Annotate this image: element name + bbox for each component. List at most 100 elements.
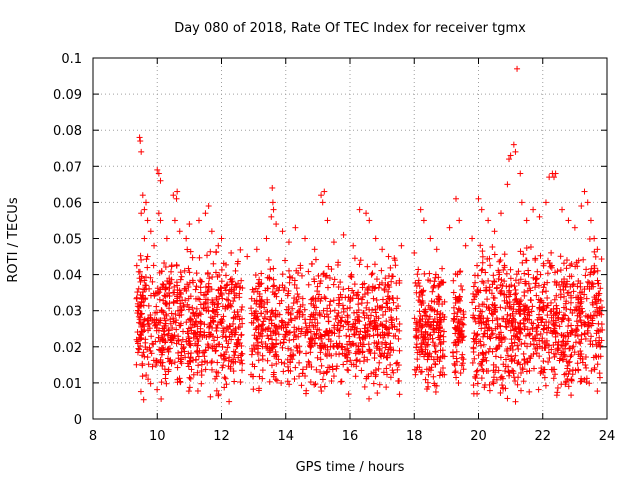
data-point	[536, 353, 543, 360]
data-point	[583, 364, 590, 371]
data-point	[384, 350, 391, 357]
data-point	[192, 329, 199, 336]
data-point	[135, 307, 142, 314]
data-point	[137, 291, 144, 298]
data-point	[133, 262, 140, 269]
data-point	[193, 305, 200, 312]
data-point	[214, 273, 221, 280]
data-point	[363, 210, 370, 217]
data-point	[334, 322, 341, 329]
data-point	[158, 308, 165, 315]
data-point	[428, 306, 435, 313]
data-point	[144, 354, 151, 361]
data-point	[422, 376, 429, 383]
data-point	[568, 322, 575, 329]
data-point	[459, 286, 466, 293]
data-point	[460, 308, 467, 315]
data-point	[395, 378, 402, 385]
data-point	[499, 315, 506, 322]
data-point	[231, 352, 238, 359]
data-point	[227, 323, 234, 330]
data-point	[205, 280, 212, 287]
data-point	[192, 340, 199, 347]
data-point	[396, 391, 403, 398]
data-point	[134, 303, 141, 310]
data-point	[259, 343, 266, 350]
data-point	[571, 224, 578, 231]
data-point	[317, 369, 324, 376]
data-point	[291, 375, 298, 382]
data-point	[178, 291, 185, 298]
data-point	[293, 343, 300, 350]
data-point	[312, 335, 319, 342]
data-point	[319, 199, 326, 206]
data-point	[421, 270, 428, 277]
data-point	[305, 268, 312, 275]
data-point	[223, 282, 230, 289]
data-point	[201, 358, 208, 365]
data-point	[322, 344, 329, 351]
data-point	[393, 360, 400, 367]
data-point	[285, 345, 292, 352]
data-point	[174, 297, 181, 304]
data-point	[225, 340, 232, 347]
data-point	[383, 318, 390, 325]
data-point	[351, 281, 358, 288]
data-point	[384, 293, 391, 300]
data-point	[273, 221, 280, 228]
data-point	[319, 376, 326, 383]
data-point	[189, 254, 196, 261]
data-point	[238, 332, 245, 339]
data-point	[226, 333, 233, 340]
data-point	[258, 302, 265, 309]
data-point	[317, 384, 324, 391]
data-point	[331, 307, 338, 314]
data-point	[283, 328, 290, 335]
data-point	[138, 273, 145, 280]
data-point	[583, 266, 590, 273]
data-point	[143, 256, 150, 263]
data-point	[177, 269, 184, 276]
data-point	[213, 368, 220, 375]
data-point	[318, 388, 325, 395]
data-point	[226, 398, 233, 405]
data-point	[342, 294, 349, 301]
data-point	[511, 339, 518, 346]
data-point	[218, 235, 225, 242]
data-point	[185, 363, 192, 370]
data-point	[330, 239, 337, 246]
data-point	[280, 339, 287, 346]
data-point	[152, 321, 159, 328]
data-point	[161, 315, 168, 322]
data-point	[436, 324, 443, 331]
data-point	[174, 286, 181, 293]
data-point	[333, 365, 340, 372]
data-point	[150, 262, 157, 269]
data-point	[515, 280, 522, 287]
data-point	[259, 321, 266, 328]
data-point	[427, 322, 434, 329]
data-point	[263, 345, 270, 352]
data-point	[280, 287, 287, 294]
data-point	[303, 390, 310, 397]
data-point	[139, 373, 146, 380]
data-point	[264, 285, 271, 292]
data-point	[215, 392, 222, 399]
data-point	[411, 366, 418, 373]
data-point	[497, 210, 504, 217]
data-point	[379, 246, 386, 253]
data-point	[497, 290, 504, 297]
data-point	[147, 315, 154, 322]
data-point	[423, 386, 430, 393]
data-point	[250, 288, 257, 295]
data-point	[493, 346, 500, 353]
data-point	[183, 235, 190, 242]
data-point	[321, 188, 328, 195]
data-point	[210, 307, 217, 314]
data-point	[553, 302, 560, 309]
data-point	[455, 318, 462, 325]
data-point	[228, 281, 235, 288]
data-point	[276, 311, 283, 318]
data-point	[427, 367, 434, 374]
data-point	[185, 283, 192, 290]
